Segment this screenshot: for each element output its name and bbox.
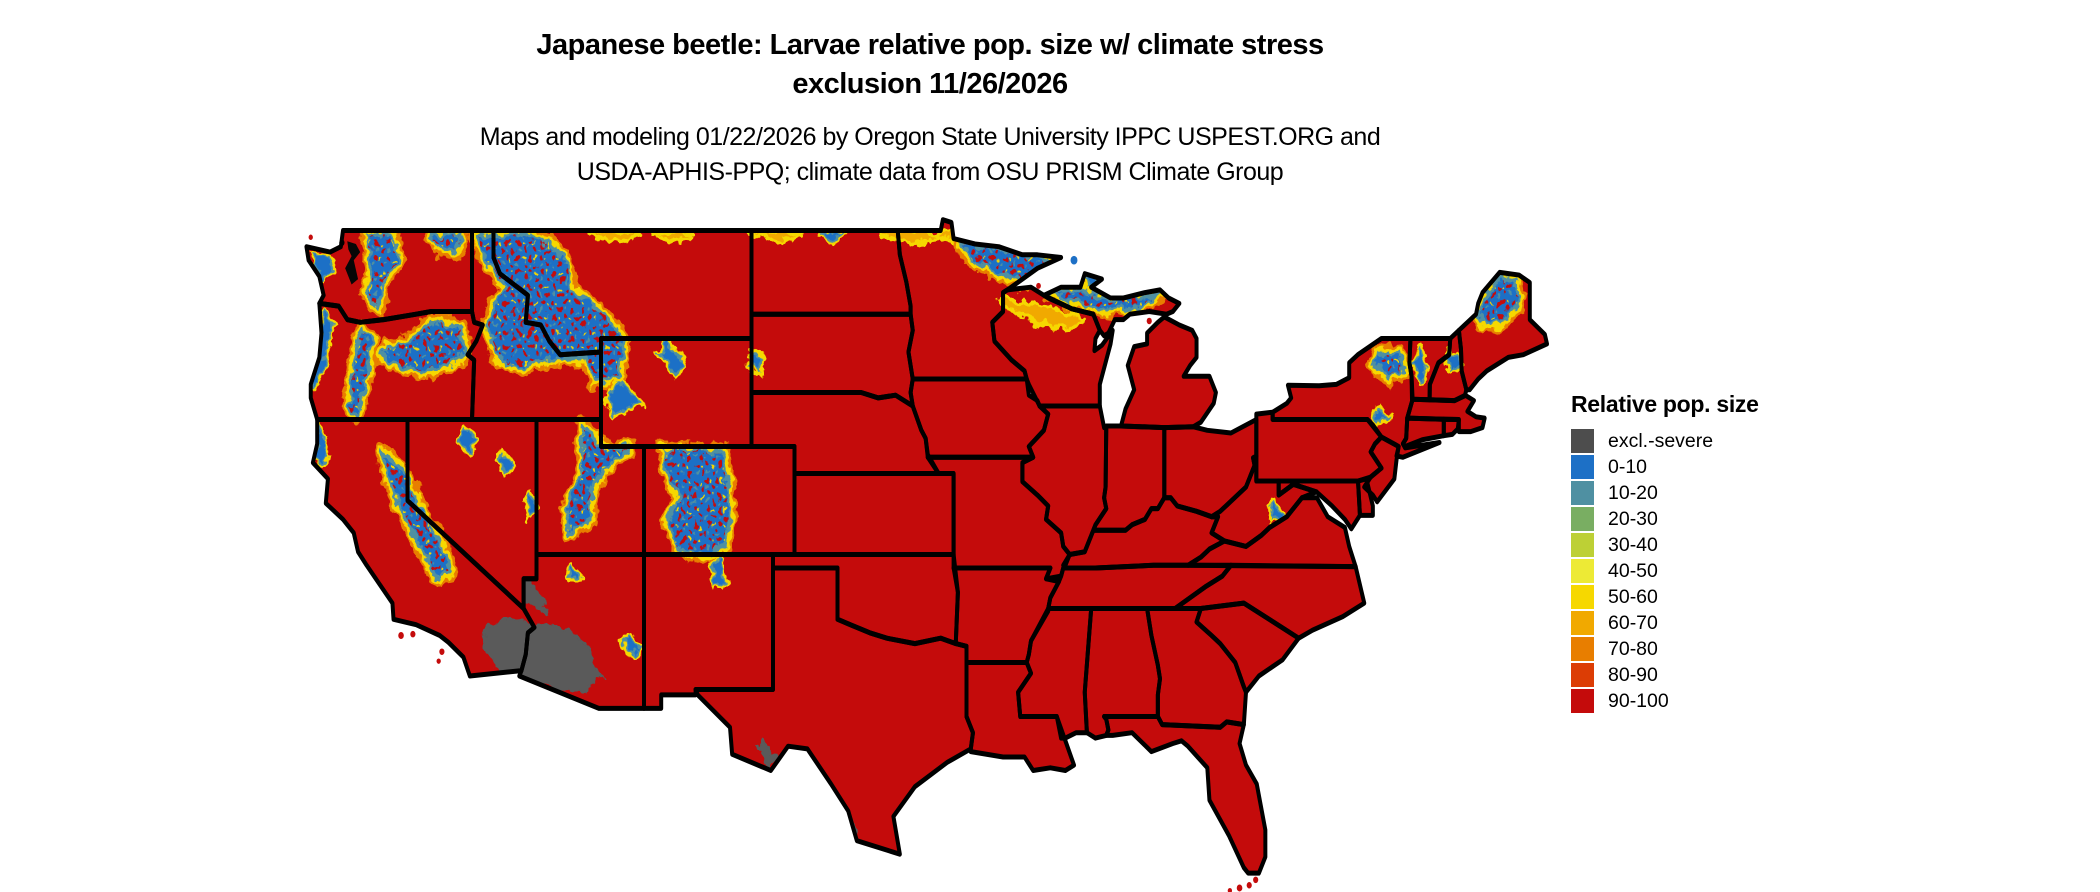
legend-swatch: [1571, 429, 1594, 453]
legend-swatch: [1571, 481, 1594, 505]
subtitle-line-2: USDA-APHIS-PPQ; climate data from OSU PR…: [576, 158, 1284, 186]
island-dot: [439, 648, 445, 655]
legend-item: 40-50: [1571, 559, 1831, 583]
legend-swatch: [1571, 637, 1594, 661]
legend-item: 90-100: [1571, 689, 1831, 713]
legend-title: Relative pop. size: [1571, 391, 1759, 417]
legend-label: 20-30: [1608, 508, 1658, 530]
legend-item: 0-10: [1571, 455, 1831, 479]
legend-label: 30-40: [1608, 534, 1658, 556]
island-dot: [436, 658, 441, 664]
island-dot: [1253, 876, 1259, 884]
legend-item: 60-70: [1571, 611, 1831, 635]
legend-item: 30-40: [1571, 533, 1831, 557]
state-borders-layer: [304, 217, 1549, 876]
title-line-2: exclusion 11/26/2026: [792, 68, 1068, 100]
legend-item: excl.-severe: [1571, 429, 1831, 453]
legend-label: 10-20: [1608, 482, 1658, 504]
climate-patches-layer: [309, 225, 1528, 840]
island-dot: [1227, 887, 1233, 892]
us-climate-map: [304, 217, 1549, 892]
legend-label: 60-70: [1608, 612, 1658, 634]
island-dot: [1036, 282, 1041, 289]
legend-label: 0-10: [1608, 456, 1648, 478]
island-dot: [1146, 317, 1152, 325]
legend-swatch: [1571, 533, 1594, 557]
legend-item: 10-20: [1571, 481, 1831, 505]
legend-swatch: [1571, 689, 1594, 713]
legend-label: 70-80: [1608, 638, 1658, 660]
island-dot: [1070, 255, 1078, 265]
legend-item: 70-80: [1571, 637, 1831, 661]
legend-swatch: [1571, 559, 1594, 583]
legend-swatch: [1571, 455, 1594, 479]
legend-label: 50-60: [1608, 586, 1658, 608]
legend-item: 20-30: [1571, 507, 1831, 531]
island-dot: [339, 239, 345, 246]
legend-item: 50-60: [1571, 585, 1831, 609]
island-dot: [308, 234, 313, 240]
page-subtitle: Maps and modeling 01/22/2026 by Oregon S…: [230, 120, 1630, 190]
subtitle-line-1: Maps and modeling 01/22/2026 by Oregon S…: [479, 123, 1381, 151]
puget-sound-shoreline: [345, 241, 361, 285]
island-dot: [1246, 882, 1252, 889]
legend-item: 80-90: [1571, 663, 1831, 687]
coastal-details-layer: [308, 234, 1259, 892]
map-legend: Relative pop. size excl.-severe 0-10 10-20…: [1571, 390, 1831, 715]
legend-label: excl.-severe: [1608, 430, 1714, 452]
map-projection-group: [304, 217, 1549, 892]
legend-label: 80-90: [1608, 664, 1658, 686]
legend-swatch: [1571, 663, 1594, 687]
legend-swatch: [1571, 585, 1594, 609]
title-line-1: Japanese beetle: Larvae relative pop. si…: [536, 29, 1324, 61]
legend-swatch: [1571, 611, 1594, 635]
legend-label: 40-50: [1608, 560, 1658, 582]
legend-label: 90-100: [1608, 690, 1669, 712]
legend-rows: excl.-severe 0-10 10-20 20-30 30-40 40-50 50-6…: [1571, 429, 1831, 713]
page-title: Japanese beetle: Larvae relative pop. si…: [230, 26, 1630, 104]
island-dot: [398, 631, 404, 640]
island-dot: [1236, 884, 1243, 892]
legend-swatch: [1571, 507, 1594, 531]
island-dot: [410, 630, 416, 638]
